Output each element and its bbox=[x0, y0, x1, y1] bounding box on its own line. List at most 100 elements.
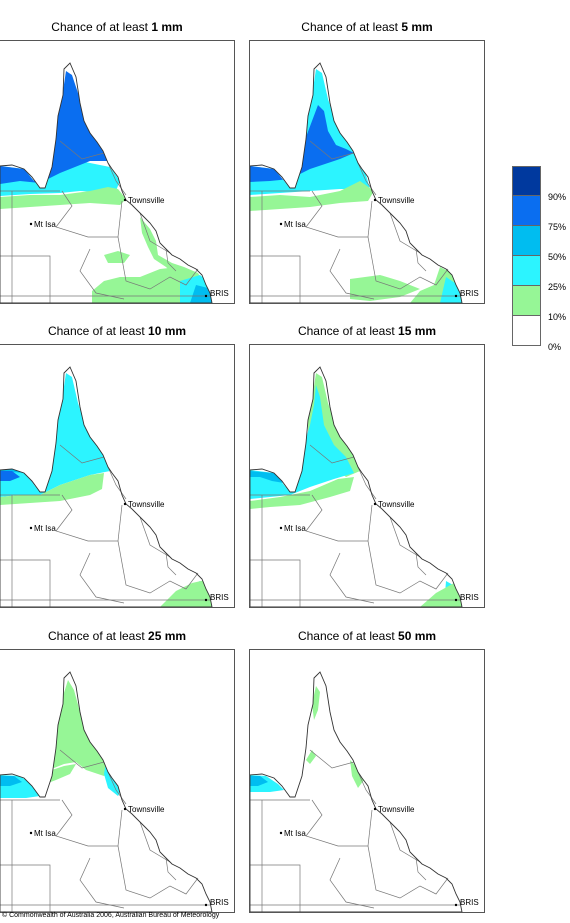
land-area bbox=[0, 672, 212, 912]
townsville-label: Townsville bbox=[128, 500, 165, 509]
mt_isa-label: Mt Isa bbox=[284, 220, 306, 229]
land-area bbox=[250, 672, 462, 912]
mt_isa-label: Mt Isa bbox=[34, 829, 56, 838]
panel-title-prefix: Chance of at least bbox=[297, 629, 399, 643]
copyright-footer: © Commonwealth of Australia 2006, Austra… bbox=[2, 912, 220, 919]
panel-title: Chance of at least 1 mm bbox=[0, 20, 235, 34]
brisbane-marker bbox=[454, 598, 458, 602]
mt_isa-label: Mt Isa bbox=[284, 524, 306, 533]
coastline bbox=[250, 366, 463, 607]
panel-title-prefix: Chance of at least bbox=[47, 324, 149, 338]
district-boundary bbox=[139, 821, 171, 863]
mt_isa-marker bbox=[279, 831, 283, 835]
district-boundary bbox=[59, 749, 105, 769]
probability-zone bbox=[250, 477, 354, 509]
map-frame: Townsville Mt Isa BRIS bbox=[249, 649, 485, 913]
district-boundary bbox=[55, 799, 118, 847]
coastline bbox=[250, 671, 463, 912]
district-boundary bbox=[139, 516, 171, 558]
panel-title-prefix: Chance of at least bbox=[51, 20, 152, 34]
legend-tick-label: 25% bbox=[548, 282, 567, 292]
townsville-marker bbox=[373, 198, 377, 202]
district-boundary bbox=[367, 236, 449, 290]
townsville-label: Townsville bbox=[128, 196, 165, 205]
legend-swatch bbox=[512, 226, 541, 256]
district-boundary bbox=[117, 809, 123, 847]
queensland-map bbox=[0, 671, 213, 912]
brisbane-label: BRIS bbox=[210, 289, 229, 298]
district-boundary bbox=[415, 248, 427, 272]
panel-title: Chance of at least 15 mm bbox=[249, 324, 485, 338]
map-frame: Townsville Mt Isa BRIS bbox=[249, 40, 485, 304]
queensland-map bbox=[250, 671, 463, 912]
district-boundary bbox=[59, 444, 105, 464]
probability-zone bbox=[190, 285, 212, 303]
probability-zone bbox=[250, 385, 354, 499]
district-boundary bbox=[357, 162, 377, 196]
brisbane-label: BRIS bbox=[460, 289, 479, 298]
probability-zone bbox=[420, 583, 462, 607]
legend-tick-label: 0% bbox=[548, 342, 562, 352]
brisbane-label: BRIS bbox=[210, 898, 229, 907]
townsville-label: Townsville bbox=[378, 500, 415, 509]
townsville-marker bbox=[123, 198, 127, 202]
coastline bbox=[0, 671, 213, 912]
district-boundary bbox=[117, 236, 199, 290]
mt_isa-marker bbox=[279, 526, 283, 530]
state-border bbox=[0, 864, 51, 912]
district-boundary bbox=[309, 444, 355, 464]
brisbane-marker bbox=[204, 903, 208, 907]
townsville-marker bbox=[373, 807, 377, 811]
panel-title-amount: 1 mm bbox=[151, 20, 183, 34]
brisbane-label: BRIS bbox=[460, 898, 479, 907]
townsville-label: Townsville bbox=[378, 196, 415, 205]
probability-zone bbox=[92, 267, 206, 303]
mt_isa-label: Mt Isa bbox=[284, 829, 306, 838]
probability-zone bbox=[250, 471, 284, 483]
mt_isa-marker bbox=[279, 222, 283, 226]
district-boundary bbox=[139, 212, 171, 254]
brisbane-label: BRIS bbox=[210, 593, 229, 602]
townsville-label: Townsville bbox=[378, 805, 415, 814]
probability-zone bbox=[104, 251, 130, 263]
mt_isa-label: Mt Isa bbox=[34, 524, 56, 533]
coastline bbox=[250, 62, 463, 303]
brisbane-marker bbox=[204, 294, 208, 298]
state-border bbox=[0, 559, 51, 607]
map-frame: Townsville Mt Isa BRIS bbox=[0, 344, 235, 608]
legend-swatch bbox=[512, 286, 541, 316]
panel-title-amount: 10 mm bbox=[148, 324, 187, 338]
state-border bbox=[250, 559, 301, 607]
probability-zone bbox=[0, 373, 110, 497]
district-boundary bbox=[165, 248, 177, 272]
district-boundary bbox=[309, 749, 355, 769]
district-boundary bbox=[305, 799, 368, 847]
mt_isa-label: Mt Isa bbox=[34, 220, 56, 229]
brisbane-marker bbox=[454, 903, 458, 907]
state-border bbox=[250, 864, 301, 912]
district-boundary bbox=[117, 845, 199, 899]
panel-title-prefix: Chance of at least bbox=[47, 629, 149, 643]
state-border bbox=[250, 255, 301, 303]
panel-title: Chance of at least 10 mm bbox=[0, 324, 235, 338]
panel-title: Chance of at least 5 mm bbox=[249, 20, 485, 34]
district-boundary bbox=[367, 540, 449, 594]
queensland-map bbox=[250, 62, 463, 303]
district-boundary bbox=[367, 845, 449, 899]
district-boundary bbox=[415, 857, 427, 881]
legend-swatch bbox=[512, 196, 541, 226]
probability-zone bbox=[0, 187, 126, 209]
district-boundary bbox=[165, 857, 177, 881]
district-boundary bbox=[117, 200, 123, 238]
townsville-marker bbox=[123, 502, 127, 506]
district-boundary bbox=[309, 140, 355, 160]
panel-title: Chance of at least 25 mm bbox=[0, 629, 235, 643]
state-border bbox=[0, 255, 51, 303]
panel-title-prefix: Chance of at least bbox=[297, 324, 399, 338]
district-boundary bbox=[59, 140, 105, 160]
probability-zone bbox=[350, 760, 364, 788]
map-frame: Townsville Mt Isa BRIS bbox=[249, 344, 485, 608]
probability-zone bbox=[250, 776, 268, 786]
panel-title-amount: 5 mm bbox=[401, 20, 433, 34]
panel-title-amount: 50 mm bbox=[398, 629, 437, 643]
